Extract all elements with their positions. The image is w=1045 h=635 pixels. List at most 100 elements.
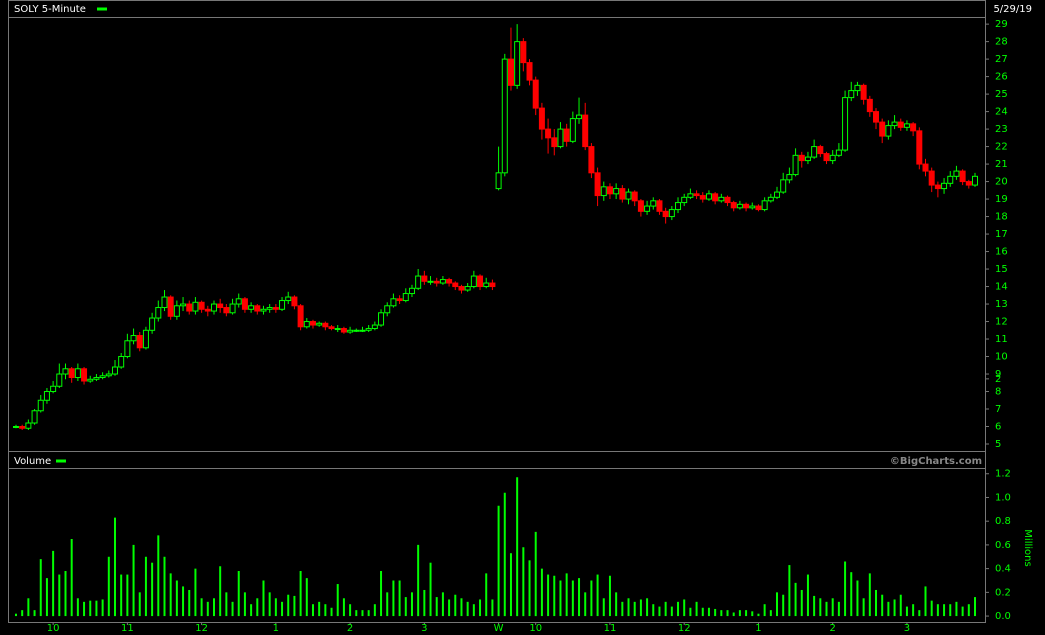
candle-body — [87, 378, 94, 382]
y-tick-label: 25 — [995, 89, 1008, 100]
candle-body — [458, 286, 465, 291]
candle-body — [433, 280, 440, 284]
candle-body — [266, 307, 273, 310]
candle-body — [675, 202, 682, 211]
candle-body — [755, 205, 762, 211]
candle-body — [897, 121, 904, 128]
candle-body — [557, 128, 564, 148]
volume-header-bar — [8, 451, 986, 469]
y-tick-label: 24 — [995, 107, 1008, 118]
candle-body — [619, 188, 626, 200]
y-tick-label: 29 — [995, 19, 1008, 30]
candle-body — [829, 154, 836, 162]
candle-body — [780, 179, 787, 193]
candle-body — [693, 193, 700, 197]
candle-body — [718, 196, 725, 202]
candle-body — [866, 98, 873, 113]
volume-y-tick-label: 0.2 — [995, 587, 1011, 598]
x-tick-label: 10 — [529, 623, 542, 634]
candle-body — [606, 186, 613, 195]
volume-y-tick-label: 1.0 — [995, 492, 1011, 503]
candle-body — [588, 146, 595, 174]
candle-body — [489, 282, 496, 288]
candle-body — [891, 121, 898, 127]
candle-body — [43, 391, 50, 401]
candle-body — [953, 170, 960, 177]
x-tick-label: 11 — [121, 623, 134, 634]
candle-body — [749, 205, 756, 209]
candle-body — [662, 210, 669, 218]
candle-body — [724, 196, 731, 204]
candle-body — [848, 90, 855, 99]
candle-body — [279, 300, 286, 310]
candle-body — [390, 298, 397, 307]
y-tick-label: 20 — [995, 177, 1008, 188]
candle-body — [495, 172, 502, 190]
candle-body — [303, 321, 310, 328]
candle-body — [786, 174, 793, 181]
candle-body — [798, 154, 805, 162]
candle-body — [74, 368, 81, 379]
candle-body — [13, 426, 19, 429]
candle-body — [50, 385, 57, 393]
candle-body — [130, 335, 137, 342]
candle-body — [204, 308, 211, 312]
candle-body — [767, 196, 774, 202]
candle-body — [408, 287, 415, 295]
candle-body — [743, 203, 750, 209]
candle-body — [229, 303, 236, 314]
x-tick-label: 12 — [678, 623, 691, 634]
candle-body — [427, 280, 434, 283]
candle-body — [631, 191, 638, 202]
candle-body — [569, 118, 576, 142]
candle-body — [941, 182, 948, 190]
x-tick-label: 1 — [273, 623, 279, 634]
watermark: ©BigCharts.com — [890, 456, 982, 467]
candle-body — [903, 123, 910, 128]
y-tick-label: 22 — [995, 142, 1008, 153]
x-tick-label: 2 — [347, 623, 353, 634]
candle-body — [186, 303, 193, 312]
candle-body — [173, 305, 180, 317]
y-tick-label: 12 — [995, 317, 1008, 328]
y-tick-label: 27 — [995, 54, 1008, 65]
candle-body — [62, 368, 69, 375]
candle-body — [761, 200, 768, 211]
date-label: 5/29/19 — [993, 4, 1032, 15]
candle-body — [167, 296, 174, 317]
candle-body — [637, 200, 644, 212]
candle-body — [668, 209, 675, 218]
x-tick-label: 1 — [755, 623, 761, 634]
candle-body — [644, 205, 651, 212]
y-tick-label: 16 — [995, 247, 1008, 258]
candle-body — [470, 275, 477, 288]
candle-body — [316, 322, 323, 326]
candle-body — [625, 191, 632, 200]
candle-body — [699, 195, 706, 200]
candle-body — [520, 41, 527, 64]
candle-body — [464, 286, 471, 291]
y-tick-label: 17 — [995, 229, 1008, 240]
candle-body — [254, 305, 261, 312]
candle-body — [118, 356, 125, 368]
candle-body — [916, 130, 923, 165]
candle-body — [322, 322, 329, 328]
volume-y-tick-label: 2 — [995, 374, 1001, 385]
x-tick-label: 10 — [47, 623, 60, 634]
y-tick-label: 15 — [995, 264, 1008, 275]
candle-body — [501, 58, 508, 174]
x-tick-label: 11 — [604, 623, 617, 634]
candle-body — [910, 123, 917, 132]
candle-body — [823, 153, 830, 162]
candle-body — [285, 296, 292, 302]
candle-body — [526, 62, 533, 81]
candle-body — [545, 128, 552, 139]
candle-body — [452, 282, 459, 288]
candle-body — [105, 373, 112, 377]
volume-y-tick-label: 0.6 — [995, 540, 1011, 551]
x-tick-label: 12 — [195, 623, 208, 634]
candle-body — [804, 156, 811, 162]
volume-y-tick-label: 0.8 — [995, 516, 1011, 527]
candle-body — [340, 328, 347, 333]
